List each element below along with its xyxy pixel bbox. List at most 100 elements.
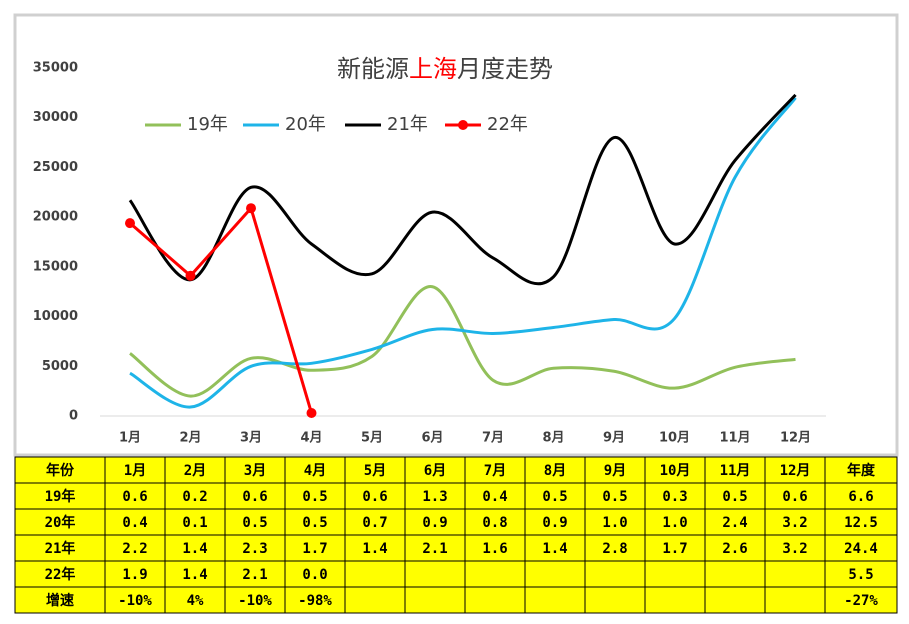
table-value: 1.6 [482, 541, 507, 557]
table-value: 1.7 [662, 541, 687, 557]
table-value: 21年 [45, 540, 76, 557]
title-part: 上海 [409, 55, 457, 83]
table-value: 2.3 [242, 541, 267, 557]
table-value: 0.8 [482, 515, 507, 531]
table-cell [164, 560, 226, 588]
table-value: 0.0 [302, 567, 327, 583]
table-value: 0.1 [182, 515, 207, 531]
x-tick-label: 6月 [421, 431, 443, 446]
table-value: 20年 [45, 514, 76, 531]
table-value: 4% [187, 593, 204, 609]
table-value: 2.1 [242, 567, 267, 583]
legend-marker [458, 120, 468, 130]
table-header: 6月 [424, 463, 446, 479]
y-tick-label: 0 [69, 409, 78, 424]
series-line [129, 205, 313, 414]
table-cell [584, 560, 646, 588]
table-cell [704, 456, 766, 484]
data-point [185, 270, 196, 281]
table-cell [344, 586, 406, 614]
table-header: 7月 [484, 463, 506, 479]
series-line [128, 93, 797, 286]
y-tick-label: 5000 [42, 359, 78, 374]
table-value: 1.4 [182, 567, 207, 583]
table-value: 19年 [45, 488, 76, 505]
x-tick-label: 8月 [542, 431, 564, 446]
table-cell [224, 560, 286, 588]
table-cell [584, 456, 646, 484]
x-tick-label: 12月 [780, 431, 811, 446]
table-cell [164, 482, 226, 510]
y-tick-label: 20000 [33, 210, 78, 225]
x-tick-label: 4月 [300, 431, 322, 446]
table-cell [644, 482, 706, 510]
table-value: 0.4 [482, 489, 507, 505]
table-value: 0.5 [602, 489, 627, 505]
table-value: 0.6 [242, 489, 267, 505]
legend-label: 20年 [285, 114, 326, 135]
table-value: 0.7 [362, 515, 387, 531]
table-header: 9月 [604, 463, 626, 479]
table-value: 0.3 [662, 489, 687, 505]
table-value: -27% [844, 593, 878, 609]
table-cell [644, 560, 706, 588]
table-value: -10% [118, 593, 152, 609]
table-cell [14, 586, 106, 614]
table-cell [224, 534, 286, 562]
table-value: -98% [298, 593, 332, 609]
table-cell [464, 560, 526, 588]
table-value: 1.4 [362, 541, 387, 557]
table-value: 0.6 [122, 489, 147, 505]
table-cell [164, 508, 226, 536]
table-cell [164, 586, 226, 614]
table-cell [824, 560, 898, 588]
table-value: 0.5 [302, 489, 327, 505]
table-cell [704, 534, 766, 562]
table-header: 2月 [184, 463, 206, 479]
y-tick-label: 30000 [33, 110, 78, 125]
table-value: 24.4 [844, 541, 878, 557]
y-tick-label: 10000 [33, 309, 78, 324]
table-value: 1.3 [422, 489, 447, 505]
table-cell [164, 534, 226, 562]
table-cell [284, 586, 346, 614]
table-value: 2.8 [602, 541, 627, 557]
table-header: 4月 [304, 463, 326, 479]
table-header: 3月 [244, 463, 266, 479]
table-value: 1.7 [302, 541, 327, 557]
table-cell [344, 482, 406, 510]
table-value: 0.9 [422, 515, 447, 531]
table-value: 0.9 [542, 515, 567, 531]
table-cell [14, 482, 106, 510]
table-value: 0.6 [782, 489, 807, 505]
table-cell [404, 560, 466, 588]
table-cell [824, 482, 898, 510]
table-value: 2.6 [722, 541, 747, 557]
y-tick-label: 25000 [33, 160, 78, 175]
table-value: 1.4 [542, 541, 567, 557]
series-line [129, 96, 797, 409]
table-cell [104, 534, 166, 562]
table-cell [404, 534, 466, 562]
y-tick-label: 15000 [33, 259, 78, 274]
table-cell [284, 508, 346, 536]
x-tick-label: 7月 [482, 431, 504, 446]
table-cell [704, 586, 766, 614]
table-cell [404, 508, 466, 536]
table-header: 1月 [124, 463, 146, 479]
table-cell [344, 456, 406, 484]
x-tick-label: 9月 [603, 431, 625, 446]
table-cell [464, 534, 526, 562]
table-value: 1.4 [182, 541, 207, 557]
table-value: 0.5 [542, 489, 567, 505]
table-header: 8月 [544, 463, 566, 479]
table-cell [644, 586, 706, 614]
table-value: 0.2 [182, 489, 207, 505]
table-cell [14, 560, 106, 588]
table-value: 2.4 [722, 515, 747, 531]
table-cell [404, 586, 466, 614]
table-cell [344, 560, 406, 588]
table-cell [404, 482, 466, 510]
x-tick-label: 3月 [240, 431, 262, 446]
